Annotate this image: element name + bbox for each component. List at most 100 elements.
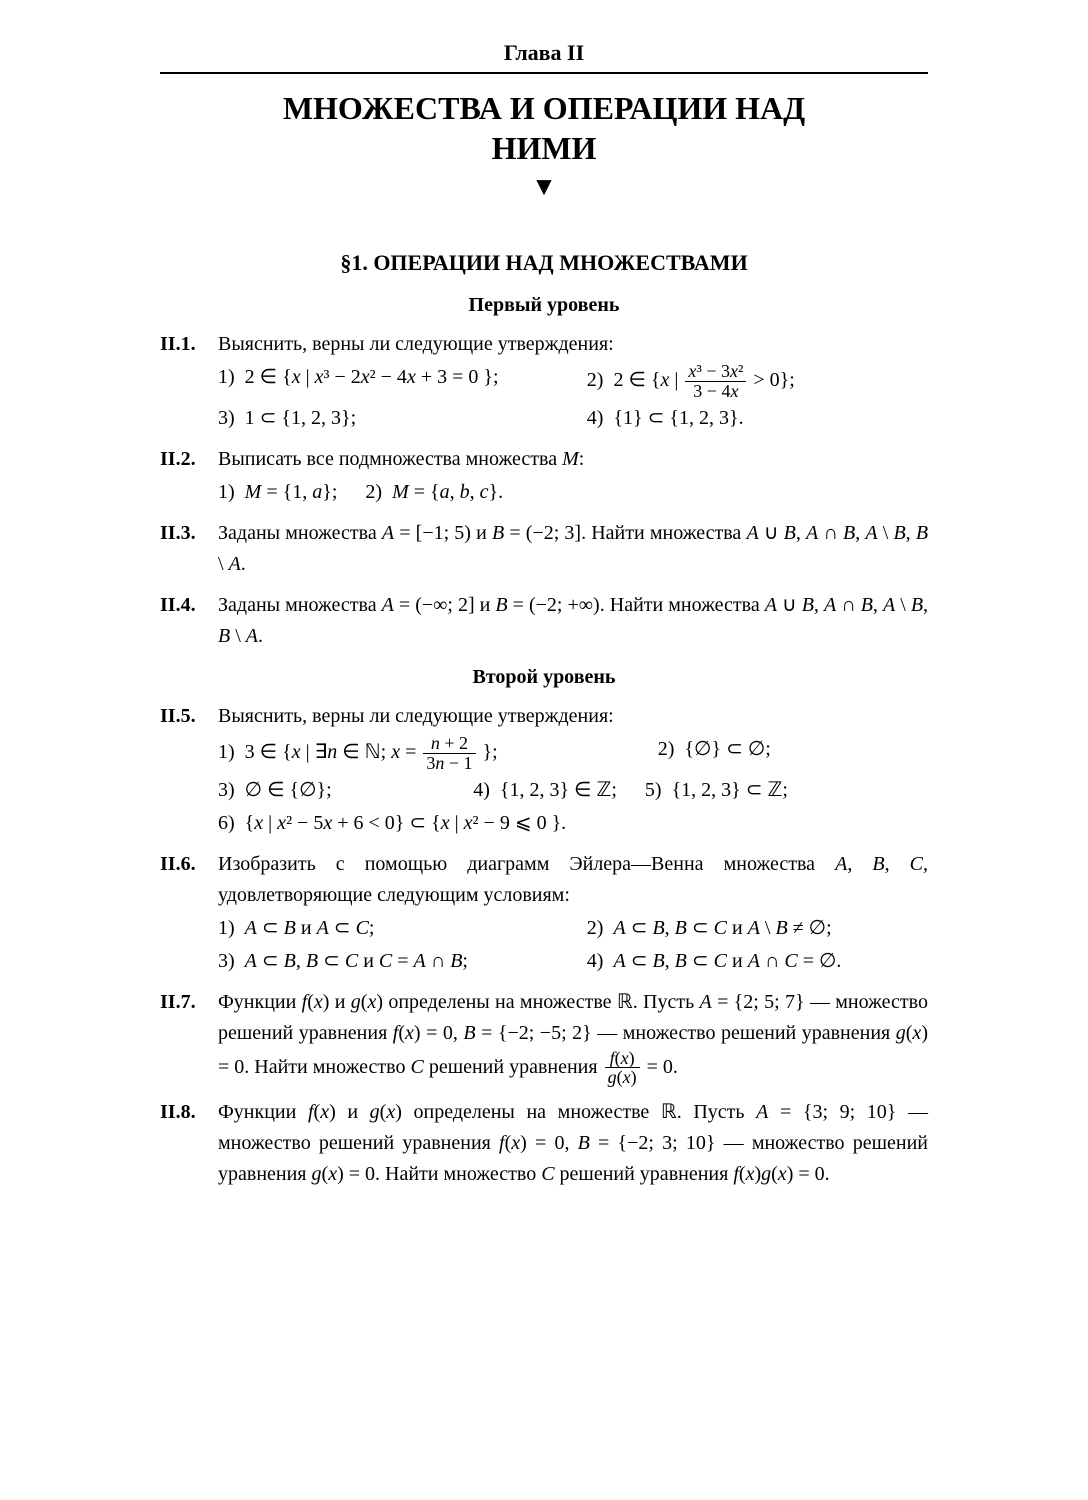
- problem-body: Выписать все подмножества множества M: 1…: [218, 444, 928, 508]
- problem-ii-3: II.3. Заданы множества A = [−1; 5) и B =…: [160, 518, 928, 580]
- subitem-2: 2) {∅} ⊂ ∅;: [658, 734, 771, 773]
- t: Изобразить с помощью диаграмм Эйлера—Вен…: [218, 853, 835, 875]
- triangle-ornament: ▼: [160, 174, 928, 200]
- subitem-2: 2) 2 ∈ {x | x³ − 3x²3 − 4x > 0};: [587, 362, 928, 401]
- t: =: [400, 741, 421, 763]
- t: ,: [855, 522, 865, 544]
- subitem-4: 4) {1} ⊂ {1, 2, 3}.: [587, 403, 928, 434]
- t: ,: [450, 481, 460, 503]
- t: 1) 2 ∈ {: [218, 366, 292, 388]
- subitem-3: 3) ∅ ∈ {∅};: [218, 775, 445, 806]
- t: ) = 0.: [787, 1163, 830, 1185]
- x: x: [314, 991, 323, 1013]
- b: B: [802, 594, 814, 616]
- t: |: [301, 366, 315, 388]
- subitem-3: 3) A ⊂ B, B ⊂ C и C = A ∩ B;: [218, 946, 559, 977]
- x: x: [277, 812, 286, 834]
- chapter-label: Глава II: [160, 40, 928, 66]
- t: ,: [470, 481, 480, 503]
- g: g: [370, 1101, 380, 1123]
- t: Заданы множества: [218, 522, 382, 544]
- x: x: [292, 741, 301, 763]
- c: C: [379, 950, 392, 972]
- x: x: [621, 1048, 629, 1068]
- a: A: [806, 522, 818, 544]
- x: x: [323, 812, 332, 834]
- t: ,: [923, 594, 928, 616]
- t: 1): [218, 481, 245, 503]
- t: ⊂: [329, 917, 356, 939]
- a: A: [835, 853, 847, 875]
- level-1-heading: Первый уровень: [160, 294, 928, 317]
- b: B: [284, 950, 296, 972]
- t: и: [727, 950, 748, 972]
- n: n: [431, 733, 440, 753]
- t: ∪: [777, 594, 802, 616]
- t: Выписать все подмножества множества: [218, 448, 562, 470]
- t: ,: [814, 594, 824, 616]
- d: − 1: [444, 753, 472, 773]
- fraction: n + 23n − 1: [423, 734, 475, 773]
- t: и: [296, 917, 317, 939]
- problem-number: II.2.: [160, 444, 218, 508]
- t: ⊂: [257, 917, 284, 939]
- b: B: [578, 1132, 590, 1154]
- c: C: [714, 950, 727, 972]
- x: x: [778, 1163, 787, 1185]
- a: A: [746, 522, 758, 544]
- fraction: x³ − 3x²3 − 4x: [685, 362, 746, 401]
- b: B: [306, 950, 318, 972]
- t: ;: [462, 950, 468, 972]
- c: C: [410, 1056, 423, 1078]
- t: ,: [906, 522, 916, 544]
- problem-body: Заданы множества A = (−∞; 2] и B = (−2; …: [218, 590, 928, 652]
- t: ⊂: [687, 917, 714, 939]
- b: B: [872, 853, 884, 875]
- b: B: [911, 594, 923, 616]
- t: ² − 5: [286, 812, 323, 834]
- a: A: [382, 522, 394, 544]
- t: = {: [409, 481, 440, 503]
- t: ⊂: [626, 917, 653, 939]
- subitem-5: 5) {1, 2, 3} ⊂ ℤ;: [645, 775, 872, 806]
- c: c: [480, 481, 489, 503]
- t: − 2: [329, 366, 360, 388]
- b: B: [861, 594, 873, 616]
- problem-ii-2: II.2. Выписать все подмножества множеств…: [160, 444, 928, 508]
- a: A: [824, 594, 836, 616]
- problem-number: II.5.: [160, 701, 218, 839]
- x: x: [328, 1163, 337, 1185]
- a: A: [756, 1101, 768, 1123]
- t: ∈ ℕ;: [337, 741, 391, 763]
- x: x: [391, 741, 400, 763]
- t: ): [629, 1048, 635, 1068]
- a: a: [312, 481, 322, 503]
- t: ) = 0. Найти множество: [337, 1163, 541, 1185]
- t: = (−2; 3]. Найти множества: [504, 522, 746, 544]
- b: B: [843, 522, 855, 544]
- problem-ii-6: II.6. Изобразить с помощью диаграмм Эйле…: [160, 849, 928, 977]
- problem-body: Заданы множества A = [−1; 5) и B = (−2; …: [218, 518, 928, 580]
- problem-number: II.8.: [160, 1097, 218, 1190]
- t: 2): [365, 481, 392, 503]
- t: ,: [796, 522, 806, 544]
- x: x: [320, 1101, 329, 1123]
- a: A: [245, 917, 257, 939]
- t: 3): [218, 950, 245, 972]
- t: ∩: [836, 594, 861, 616]
- t: = ∅.: [798, 950, 842, 972]
- t: :: [579, 448, 585, 470]
- subitem-4: 4) A ⊂ B, B ⊂ C и A ∩ C = ∅.: [587, 946, 928, 977]
- t: ≠ ∅;: [788, 917, 832, 939]
- b: B: [675, 950, 687, 972]
- b: B: [492, 522, 504, 544]
- a: A: [865, 522, 877, 544]
- fraction: f(x)g(x): [605, 1049, 640, 1088]
- a: A: [700, 991, 712, 1013]
- t: ) = 0,: [414, 1022, 463, 1044]
- text: Выяснить, верны ли следующие утверждения…: [218, 333, 614, 355]
- subitem-2: 2) M = {a, b, c}.: [365, 477, 503, 508]
- t: 2): [587, 917, 614, 939]
- b: B: [463, 1022, 475, 1044]
- problem-body: Выяснить, верны ли следующие утверждения…: [218, 701, 928, 839]
